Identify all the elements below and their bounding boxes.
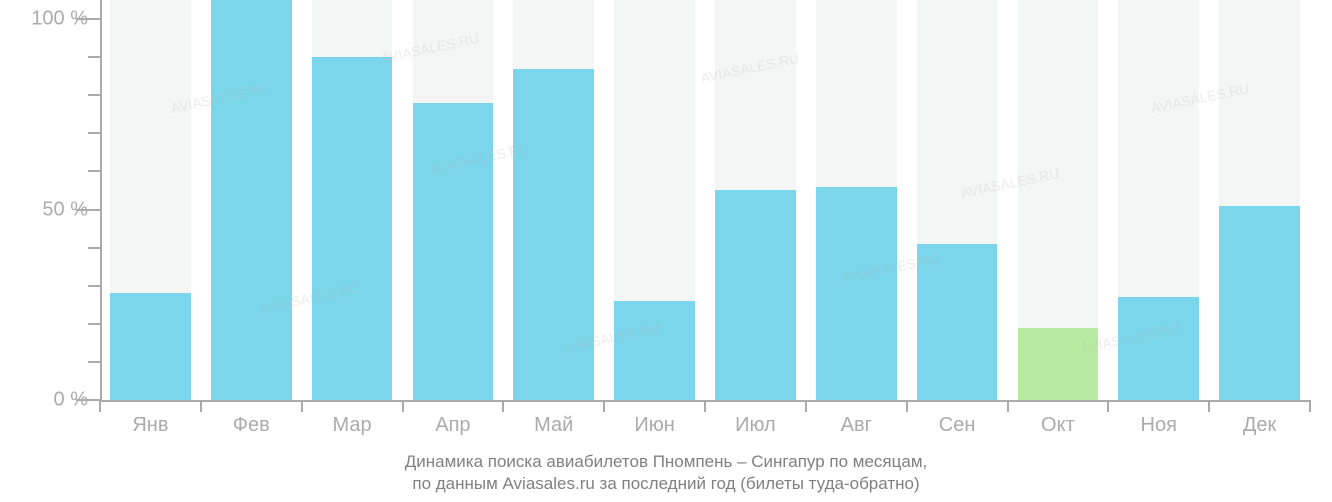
x-tick (1309, 400, 1311, 412)
bar (110, 293, 191, 400)
caption-line-2: по данным Aviasales.ru за последний год … (0, 474, 1332, 494)
bar (715, 190, 796, 400)
x-tick (704, 400, 706, 412)
y-tick-major (76, 399, 100, 401)
y-tick-minor (88, 247, 100, 249)
x-axis-label: Июн (634, 414, 674, 437)
x-tick (99, 400, 101, 412)
y-tick-minor (88, 170, 100, 172)
x-axis-label: Авг (841, 414, 872, 437)
x-axis-label: Фев (233, 414, 270, 437)
x-tick (1007, 400, 1009, 412)
x-tick (1107, 400, 1109, 412)
bar (614, 301, 695, 400)
x-tick (805, 400, 807, 412)
chart-container: 0 %50 %100 % ЯнвФевМарАпрМайИюнИюлАвгСен… (0, 0, 1332, 502)
x-tick (200, 400, 202, 412)
y-tick-minor (88, 361, 100, 363)
x-axis-label: Апр (435, 414, 470, 437)
x-axis-label: Сен (939, 414, 976, 437)
y-axis-line (100, 0, 102, 400)
y-tick-minor (88, 56, 100, 58)
y-tick-minor (88, 285, 100, 287)
bar (1118, 297, 1199, 400)
x-tick (502, 400, 504, 412)
bar (816, 187, 897, 400)
x-tick (603, 400, 605, 412)
x-tick (906, 400, 908, 412)
x-axis-label: Май (534, 414, 573, 437)
x-axis-label: Мар (333, 414, 372, 437)
x-axis-label: Ноя (1141, 414, 1177, 437)
x-tick (1208, 400, 1210, 412)
y-tick-minor (88, 94, 100, 96)
y-tick-minor (88, 323, 100, 325)
y-tick-minor (88, 132, 100, 134)
bar (1219, 206, 1300, 400)
x-tick (301, 400, 303, 412)
x-axis-label: Окт (1041, 414, 1075, 437)
bar (211, 0, 292, 400)
x-tick (402, 400, 404, 412)
y-tick-major (76, 209, 100, 211)
x-axis-label: Янв (132, 414, 168, 437)
y-tick-major (76, 18, 100, 20)
caption-line-1: Динамика поиска авиабилетов Пномпень – С… (0, 452, 1332, 472)
x-axis-label: Дек (1243, 414, 1276, 437)
bar (312, 57, 393, 400)
bar (413, 103, 494, 400)
x-axis-label: Июл (735, 414, 776, 437)
